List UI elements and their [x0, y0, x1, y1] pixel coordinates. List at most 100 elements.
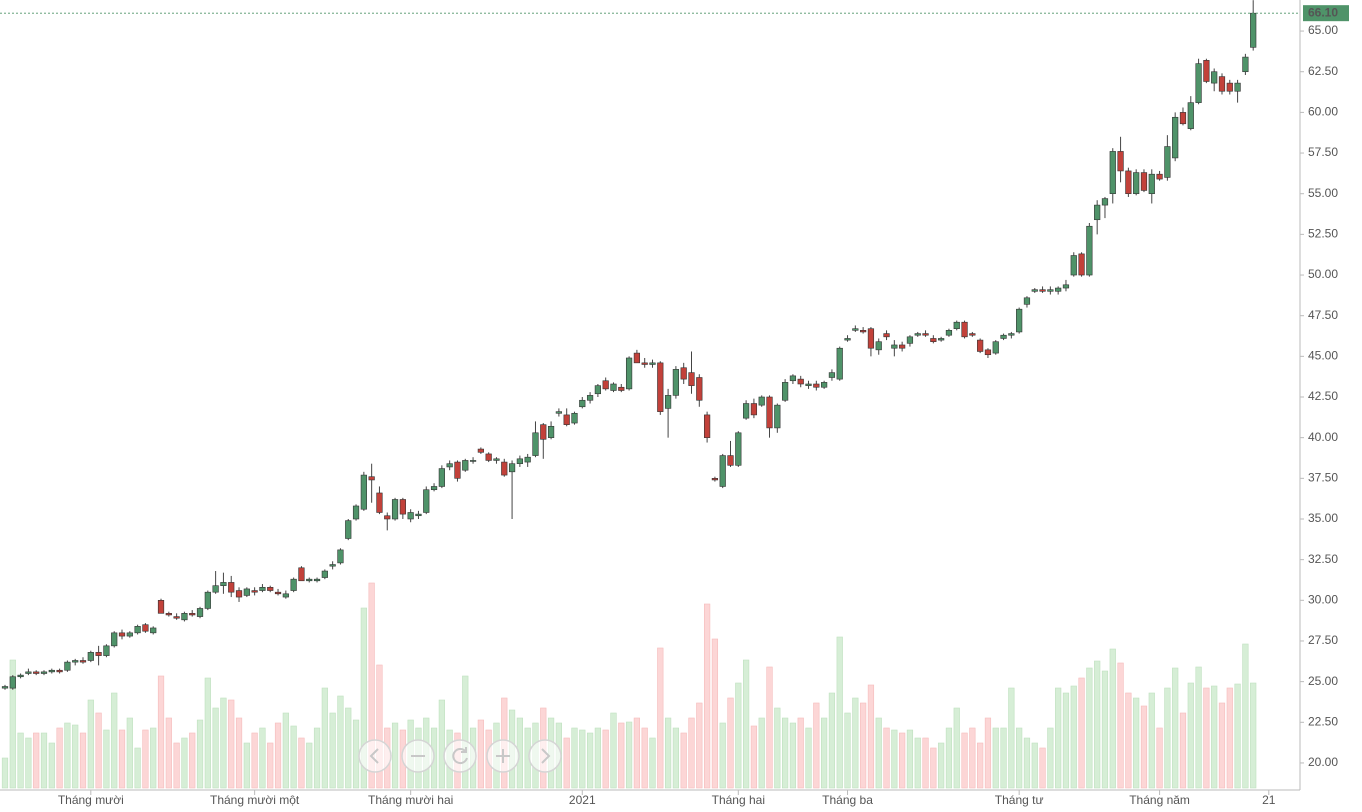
volume-bar — [235, 717, 243, 789]
candle-body — [1226, 82, 1233, 92]
volume-bar — [711, 638, 719, 789]
volume-bar — [9, 659, 16, 789]
scroll-right-button[interactable] — [528, 739, 562, 773]
candle-body — [196, 608, 204, 617]
candle-body — [118, 632, 126, 637]
volume-bar — [111, 692, 118, 789]
candle-body — [1250, 12, 1257, 48]
scroll-left-button[interactable] — [358, 739, 392, 773]
candle-body — [563, 414, 570, 425]
candle-body — [212, 585, 219, 593]
candle-body — [1179, 112, 1187, 125]
reset-button[interactable] — [443, 739, 477, 773]
candle-body — [150, 627, 157, 634]
volume-bar — [259, 727, 266, 789]
volume-bar — [251, 732, 258, 789]
volume-bar — [64, 722, 71, 789]
volume-bar — [688, 717, 695, 789]
volume-bar — [1062, 692, 1070, 789]
volume-bar — [633, 717, 641, 789]
candle-body — [836, 347, 843, 380]
candle-body — [696, 377, 703, 401]
candle-body — [516, 458, 523, 464]
volume-bar — [735, 682, 742, 789]
candle-body — [774, 404, 781, 429]
volume-bar — [196, 719, 204, 789]
candle-body — [688, 372, 695, 386]
candle-body — [103, 645, 110, 656]
candle-body — [1039, 289, 1046, 292]
candle-body — [290, 578, 297, 591]
volume-bar — [157, 675, 165, 789]
candle-body — [267, 586, 274, 591]
candle-body — [181, 613, 188, 621]
candle-body — [852, 328, 859, 331]
volume-bar — [1172, 667, 1179, 789]
candle-body — [321, 570, 328, 578]
volume-bar — [743, 659, 750, 789]
candle-body — [657, 362, 664, 412]
candle-body — [789, 375, 797, 382]
candle-body — [641, 362, 648, 365]
volume-bar — [805, 727, 812, 789]
candle-body — [1117, 151, 1124, 172]
candle-body — [352, 505, 360, 520]
candle-body — [1218, 76, 1226, 92]
volume-bar — [579, 729, 586, 789]
candle-body — [828, 372, 836, 378]
candle-body — [446, 463, 453, 468]
volume-bar — [1008, 687, 1015, 789]
zoom-out-button[interactable] — [401, 739, 435, 773]
x-tick-label: 21 — [1262, 793, 1276, 807]
candle-body — [524, 456, 531, 463]
volume-bar — [1101, 670, 1109, 789]
y-tick-label: 25.00 — [1308, 674, 1338, 688]
volume-bar — [774, 707, 781, 789]
candle-body — [243, 588, 250, 596]
volume-bar — [1117, 662, 1124, 789]
volume-bar — [40, 732, 48, 789]
volume-bar — [680, 732, 687, 789]
candle-body — [173, 616, 180, 619]
candle-body — [40, 671, 48, 674]
candle-body — [274, 591, 282, 595]
volume-bar — [352, 719, 360, 789]
candle-body — [17, 674, 24, 678]
candle-body — [477, 448, 484, 453]
candle-body — [64, 661, 71, 671]
zoom-in-button[interactable] — [486, 739, 520, 773]
candle-body — [672, 369, 680, 396]
volume-bar — [914, 737, 921, 789]
volume-bar — [1203, 687, 1210, 789]
candle-body — [1242, 56, 1249, 73]
candle-body — [571, 412, 578, 424]
volume-bar — [126, 717, 133, 789]
y-tick-label: 30.00 — [1308, 592, 1338, 606]
volume-bar — [657, 647, 664, 789]
volume-bar — [150, 727, 157, 789]
volume-bar — [87, 699, 94, 789]
volume-bar — [345, 707, 352, 789]
candle-body — [555, 411, 562, 414]
volume-bar — [672, 727, 680, 789]
volume-bar — [1226, 687, 1233, 789]
candle-body — [540, 424, 547, 440]
volume-bar — [992, 727, 999, 789]
volume-bar — [1109, 648, 1116, 789]
volume-bar — [165, 717, 172, 789]
candle-body — [48, 669, 55, 673]
candle-body — [391, 499, 399, 520]
volume-bar — [945, 727, 953, 789]
volume-bar — [1094, 660, 1101, 789]
volume-bar — [56, 727, 63, 789]
volume-bar — [337, 695, 344, 789]
candle-body — [649, 362, 656, 365]
candle-body — [165, 613, 172, 616]
volume-bar — [1, 757, 9, 789]
volume-bar — [204, 677, 211, 789]
x-tick-label: Tháng năm — [1129, 793, 1190, 807]
volume-bar — [243, 742, 250, 789]
volume-bar — [899, 732, 906, 789]
volume-bar — [17, 732, 24, 789]
volume-bar — [1242, 643, 1249, 789]
